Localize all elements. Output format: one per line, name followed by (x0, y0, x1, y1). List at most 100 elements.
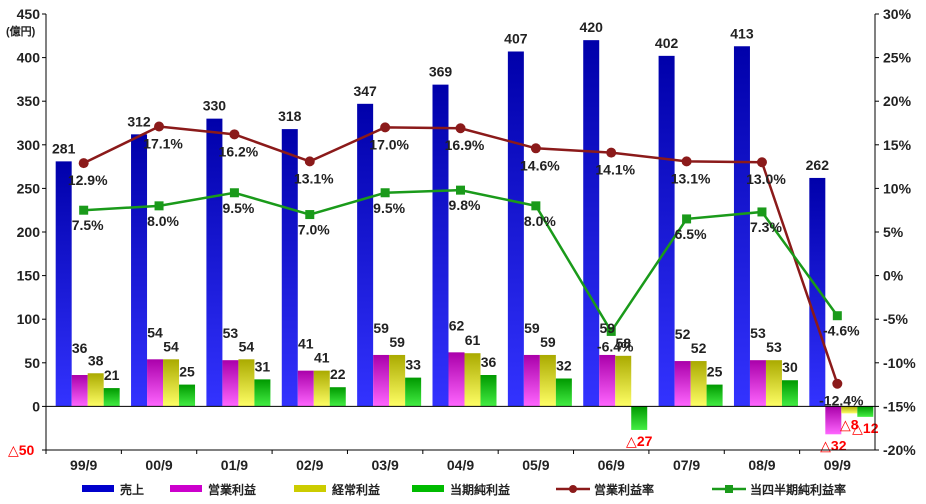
bar-operating-profit (297, 370, 314, 407)
line-label-net-margin: 8.0% (524, 213, 556, 229)
line-label-net-margin: 8.0% (147, 213, 179, 229)
bar-ordinary-profit (841, 406, 858, 414)
y2-tick-label: -5% (883, 311, 908, 327)
x-tick-label: 00/9 (145, 457, 172, 473)
bar-sales (55, 161, 72, 407)
marker-net-margin (531, 201, 541, 211)
bar-label-ordinary-profit: 59 (389, 334, 405, 350)
y-tick-label: 50 (24, 355, 40, 371)
marker-operating-margin (756, 157, 767, 168)
bar-label-ordinary-profit: 61 (465, 332, 481, 348)
bar-ordinary-profit (389, 354, 406, 407)
y2-tick-label: 25% (883, 50, 912, 66)
bar-sales (432, 84, 449, 407)
y2-tick-label: -20% (883, 442, 916, 458)
y-tick-label: 250 (17, 180, 41, 196)
bar-operating-profit (599, 354, 616, 407)
bar-label-ordinary-profit: 54 (163, 338, 179, 354)
legend-sales-swatch (82, 485, 114, 492)
bar-label-sales: 413 (730, 25, 754, 41)
bar-label-operating-profit: △32 (820, 437, 847, 453)
bar-label-operating-profit: 59 (599, 320, 615, 336)
bar-net-income (631, 406, 648, 430)
line-label-net-margin: -6.4% (597, 338, 634, 354)
marker-net-margin (832, 311, 842, 321)
legend-net-income-swatch (412, 485, 444, 492)
bar-label-net-income: △12 (852, 420, 879, 436)
line-label-operating-margin: 12.9% (68, 172, 108, 188)
line-label-net-margin: 7.3% (750, 219, 782, 235)
y-axis-unit: (億円) (6, 24, 36, 38)
bar-label-net-income: △27 (626, 433, 653, 449)
bar-ordinary-profit (464, 353, 481, 407)
x-tick-label: 08/9 (748, 457, 775, 473)
x-tick-label: 05/9 (522, 457, 549, 473)
bar-label-ordinary-profit: 41 (314, 350, 330, 366)
bar-label-net-income: 25 (179, 364, 195, 380)
line-label-operating-margin: 13.1% (671, 170, 711, 186)
line-label-net-margin: -4.6% (823, 323, 860, 339)
marker-operating-margin (154, 121, 165, 132)
y-tick-label: 300 (17, 137, 41, 153)
y2-tick-label: -15% (883, 398, 916, 414)
y2-tick-label: 30% (883, 6, 912, 22)
y-tick-label: △50 (8, 442, 35, 458)
bar-sales (357, 103, 374, 407)
bar-sales (206, 118, 223, 407)
bar-label-net-income: 30 (782, 359, 798, 375)
line-label-operating-margin: 14.6% (520, 157, 560, 173)
x-tick-label: 02/9 (296, 457, 323, 473)
legend-net-margin-label: 当四半期純利益率 (750, 482, 846, 497)
bar-net-income (781, 380, 798, 407)
line-label-operating-margin: 14.1% (595, 162, 635, 178)
y-tick-label: 150 (17, 268, 41, 284)
bar-label-net-income: 36 (481, 354, 497, 370)
x-tick-label: 09/9 (824, 457, 851, 473)
bar-net-income (254, 379, 271, 407)
bar-label-operating-profit: 59 (524, 320, 540, 336)
legend-net-margin-marker (725, 485, 733, 493)
marker-operating-margin (530, 143, 541, 154)
bar-label-ordinary-profit: 54 (239, 338, 255, 354)
y2-tick-label: 15% (883, 137, 912, 153)
marker-net-margin (606, 326, 616, 336)
bar-label-sales: 281 (52, 140, 76, 156)
x-tick-label: 06/9 (598, 457, 625, 473)
bar-ordinary-profit (690, 361, 707, 407)
bar-net-income (405, 377, 422, 407)
bar-label-sales: 318 (278, 108, 302, 124)
line-label-net-margin: 6.5% (675, 226, 707, 242)
bar-operating-profit (373, 354, 390, 407)
bar-label-net-income: 22 (330, 366, 346, 382)
x-tick-label: 99/9 (70, 457, 97, 473)
y2-tick-label: 5% (883, 224, 904, 240)
bar-label-net-income: 25 (707, 364, 723, 380)
bar-label-net-income: 31 (255, 358, 271, 374)
legend-operating-profit-swatch (170, 485, 202, 492)
line-label-net-margin: 9.5% (222, 200, 254, 216)
bar-label-operating-profit: 36 (72, 340, 88, 356)
y2-tick-label: -10% (883, 355, 916, 371)
marker-net-margin (380, 188, 390, 198)
bar-label-operating-profit: 62 (449, 317, 465, 333)
y2-tick-label: 10% (883, 180, 912, 196)
bar-operating-profit (147, 359, 164, 407)
line-label-operating-margin: 13.1% (294, 170, 334, 186)
line-label-net-margin: 7.5% (72, 217, 104, 233)
bar-label-sales: 369 (429, 64, 453, 80)
bar-sales (733, 46, 750, 407)
line-label-operating-margin: 17.0% (369, 136, 409, 152)
bar-label-sales: 312 (127, 113, 151, 129)
bar-label-ordinary-profit: △8 (840, 416, 859, 432)
bar-label-ordinary-profit: 52 (691, 340, 707, 356)
bar-sales (583, 40, 600, 407)
bar-label-operating-profit: 41 (298, 336, 314, 352)
bar-sales (507, 51, 524, 407)
line-label-net-margin: 7.0% (298, 222, 330, 238)
bar-label-sales: 407 (504, 30, 528, 46)
bar-operating-profit (825, 406, 842, 435)
x-tick-label: 07/9 (673, 457, 700, 473)
marker-net-margin (456, 185, 465, 195)
y2-tick-label: 20% (883, 93, 912, 109)
